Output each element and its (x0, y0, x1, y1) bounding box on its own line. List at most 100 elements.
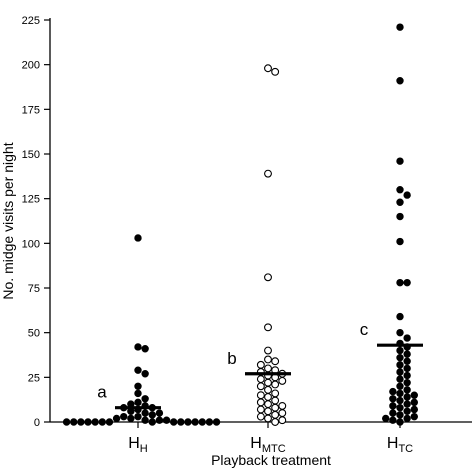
y-tick-label: 200 (22, 60, 40, 72)
data-point (396, 404, 404, 412)
data-point (134, 234, 142, 242)
x-category-label: HMTC (250, 435, 285, 455)
data-point (256, 360, 265, 369)
x-category-label: HTC (387, 435, 413, 455)
data-point (256, 412, 265, 421)
data-point (403, 414, 411, 423)
data-point (403, 386, 411, 394)
median-bars (115, 343, 423, 410)
data-point (256, 405, 265, 414)
data-point (396, 157, 404, 165)
data-point (396, 328, 404, 337)
data-point (256, 391, 265, 400)
data-point (396, 389, 404, 398)
y-tick-label: 100 (22, 238, 40, 250)
y-tick-label: 75 (28, 283, 40, 295)
data-point (134, 389, 142, 398)
data-point (396, 361, 404, 369)
data-point (155, 416, 164, 424)
data-point (396, 411, 404, 419)
data-point (141, 370, 149, 378)
significance-letters: a b c (97, 320, 368, 402)
data-point (396, 346, 404, 355)
data-point (155, 409, 164, 417)
data-point (91, 418, 99, 426)
data-point (396, 382, 404, 390)
data-point (389, 402, 397, 410)
y-tick-label: 125 (22, 194, 40, 206)
data-point (264, 364, 272, 373)
data-point (162, 416, 171, 424)
data-point (256, 398, 265, 407)
data-point (396, 418, 404, 426)
data-point (396, 186, 404, 194)
y-tick-label: 175 (22, 104, 40, 116)
y-tick-label: 150 (22, 149, 40, 161)
data-point (264, 414, 272, 423)
data-point (134, 343, 142, 351)
data-point (141, 409, 149, 417)
data-point (264, 407, 272, 416)
category-main: H (128, 435, 140, 452)
y-axis-title: No. midge visits per night (0, 142, 16, 299)
y-tick-label: 50 (28, 328, 40, 340)
data-point (271, 357, 280, 366)
data-point (389, 387, 397, 396)
y-tick-label: 225 (22, 15, 40, 27)
data-point (403, 371, 411, 380)
data-point (403, 400, 411, 408)
data-point (112, 414, 121, 423)
data-point (396, 368, 404, 376)
data-point (271, 389, 280, 398)
y-tick-label: 25 (28, 372, 40, 384)
data-point (256, 375, 265, 384)
data-point (191, 418, 199, 426)
data-point (382, 414, 390, 423)
data-point (141, 345, 149, 353)
data-point (403, 357, 411, 365)
data-point (403, 407, 411, 415)
data-point (98, 418, 107, 426)
data-point (271, 410, 280, 419)
data-point (264, 346, 272, 355)
data-point (134, 412, 142, 421)
data-point (396, 353, 404, 362)
significance-letter: b (227, 349, 236, 368)
data-point (264, 64, 272, 73)
data-point (396, 278, 404, 287)
data-point (271, 418, 280, 426)
data-point (278, 416, 287, 425)
data-point (134, 366, 142, 374)
data-point (105, 418, 114, 426)
category-subscript: TC (398, 443, 413, 455)
x-axis-title: Playback treatment (211, 452, 331, 468)
data-point (403, 334, 411, 342)
data-point (264, 273, 272, 282)
data-point (77, 418, 85, 426)
data-point (410, 391, 418, 399)
data-point (278, 401, 287, 410)
category-main: H (250, 435, 262, 452)
data-point (264, 355, 272, 364)
data-point (396, 312, 404, 321)
data-point (271, 67, 280, 76)
data-point (396, 375, 404, 383)
data-point (170, 418, 178, 426)
data-point (120, 412, 128, 421)
data-point (264, 385, 272, 394)
data-point (403, 393, 411, 401)
data-point (148, 418, 156, 426)
data-point (264, 323, 272, 332)
significance-letter: c (360, 320, 369, 339)
x-category-label: HH (128, 435, 148, 455)
data-point (264, 169, 272, 178)
data-point (403, 350, 411, 358)
data-point (389, 395, 397, 403)
data-point (278, 409, 287, 418)
data-point (212, 418, 221, 426)
data-point (141, 395, 149, 403)
data-point (396, 23, 404, 31)
data-point (148, 411, 156, 419)
data-point (264, 400, 272, 409)
data-point (389, 416, 397, 424)
